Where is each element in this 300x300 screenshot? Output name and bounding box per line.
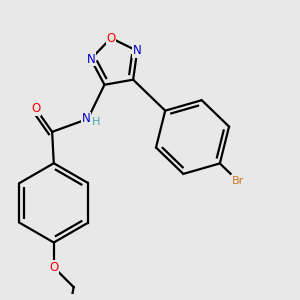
Text: Br: Br xyxy=(232,176,244,186)
Text: N: N xyxy=(86,52,95,65)
Text: O: O xyxy=(32,102,41,116)
Text: H: H xyxy=(92,116,100,127)
Text: O: O xyxy=(49,261,58,274)
Text: O: O xyxy=(106,32,116,45)
Text: N: N xyxy=(133,44,142,57)
Text: N: N xyxy=(82,112,91,125)
